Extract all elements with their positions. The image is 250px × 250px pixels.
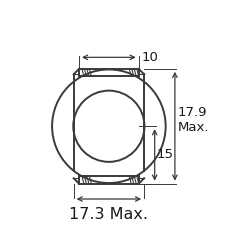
Text: 17.9
Max.: 17.9 Max. (178, 106, 209, 134)
Text: 10: 10 (142, 51, 158, 64)
Text: 17.3 Max.: 17.3 Max. (70, 207, 148, 222)
Text: 15: 15 (156, 148, 174, 162)
